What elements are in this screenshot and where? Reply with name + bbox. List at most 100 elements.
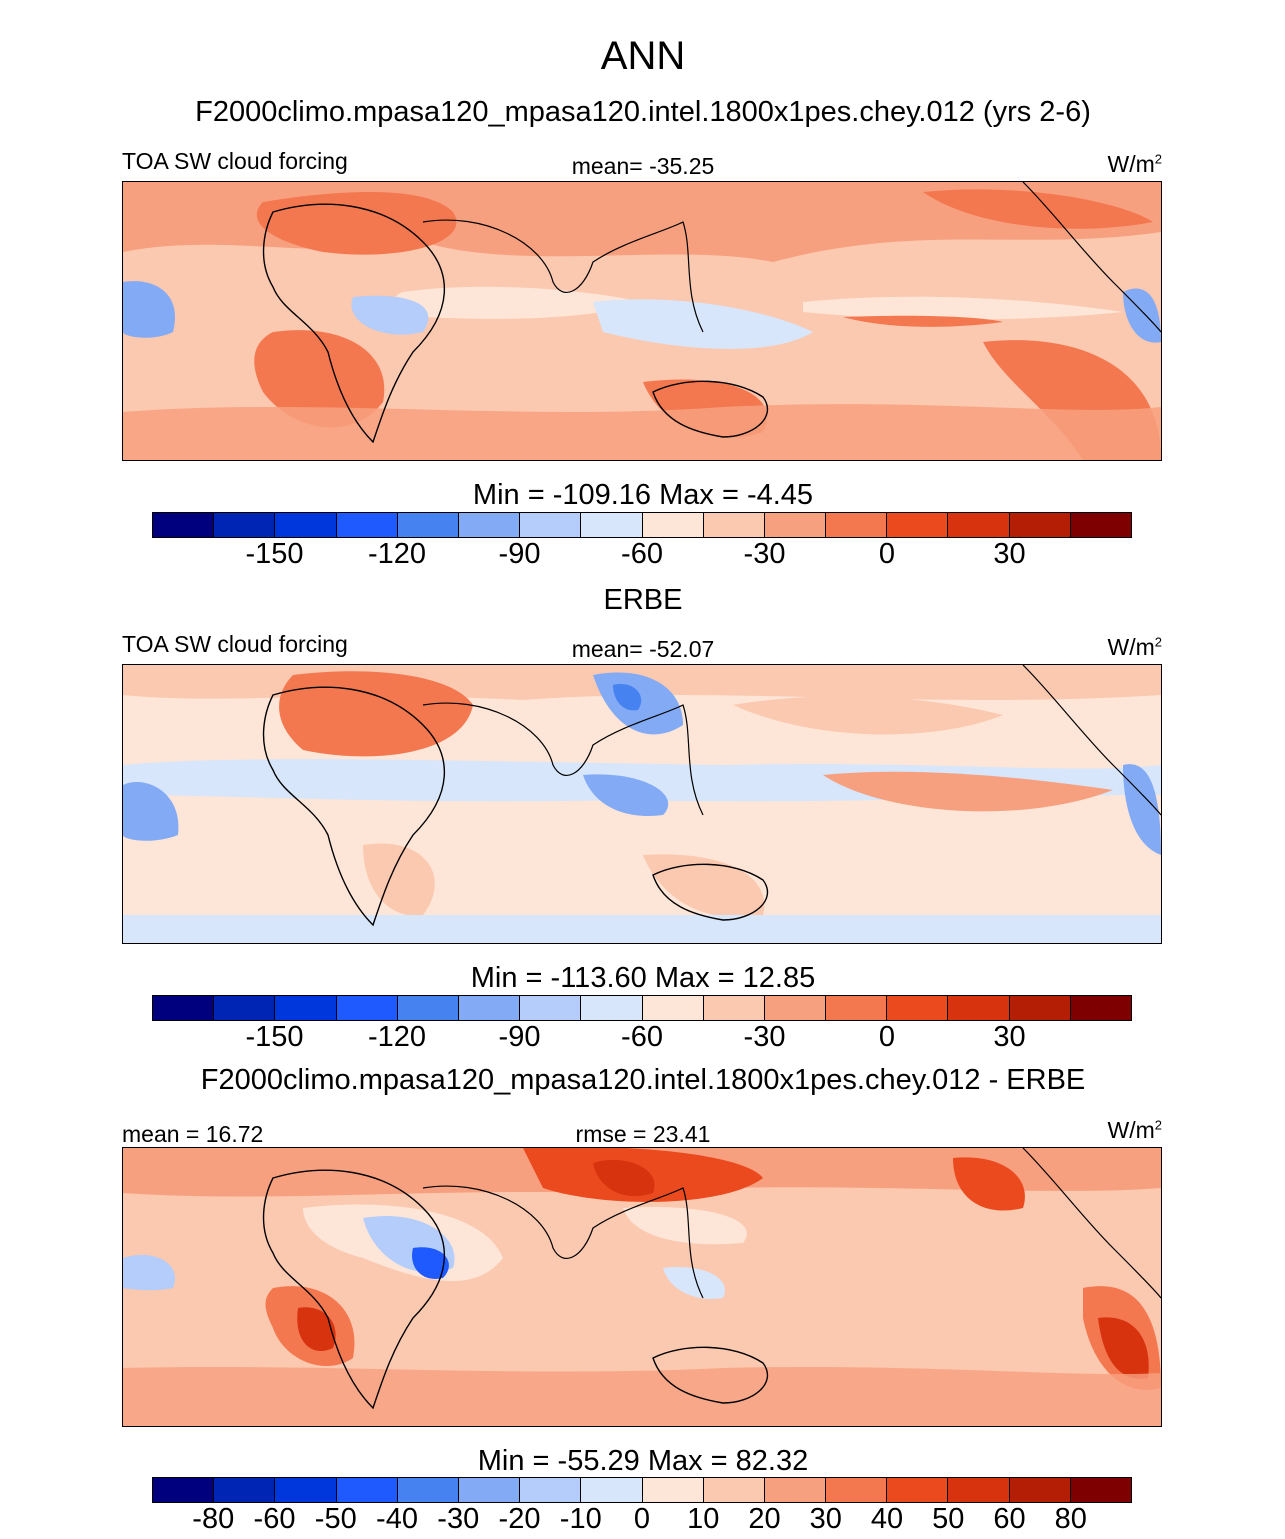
region [279,671,473,757]
obs-map-svg [123,665,1161,943]
colorbar-tick-label: 30 [993,1021,1026,1053]
continent-outline [422,219,704,333]
colorbar-segment [336,513,398,537]
panel3-rmse: rmse = 23.41 [575,1121,711,1147]
colorbar-tick-label: 0 [633,1503,651,1535]
colorbar-tick-label: 40 [870,1503,904,1535]
region [593,1159,655,1197]
region [412,1247,449,1279]
colorbar-tick-label: -120 [367,538,427,570]
region [583,774,669,816]
colorbar-segment [703,513,765,537]
region [953,1157,1025,1211]
continent-outline [1022,1148,1161,1299]
panel3-colorbar [152,1477,1132,1503]
continent-outline [262,203,445,444]
colorbar-tick-label: 0 [878,1021,896,1053]
colorbar-tick-label: -20 [498,1503,541,1535]
panel2-minmax: Min = -113.60 Max = 12.85 [470,962,816,994]
colorbar-tick-label: -30 [743,1021,786,1053]
region [254,330,385,428]
region [593,299,813,349]
colorbar-segment [764,996,827,1020]
colorbar-tick-label: 0 [878,538,896,570]
diff-panel-title: F2000climo.mpasa120_mpasa120.intel.1800x… [200,1064,1086,1096]
continent-outline [1022,665,1161,816]
colorbar-segment [826,1478,888,1502]
colorbar-tick-label: 20 [748,1503,781,1535]
colorbar-segment [458,996,521,1020]
region [923,189,1153,229]
colorbar-segment [581,996,643,1020]
model-map [122,181,1162,461]
colorbar-tick-label: 30 [993,538,1026,570]
colorbar-segment [703,1478,765,1502]
colorbar-tick-label: -40 [376,1503,418,1535]
colorbar-segment [1070,513,1131,537]
colorbar-segment [948,996,1010,1020]
panel3-mean: mean = 16.72 [122,1121,264,1147]
colorbar-segment [397,996,459,1020]
continent-outline [652,863,769,921]
region [123,915,1161,943]
colorbar-segment [826,996,888,1020]
panel2-units: W/m2 [1107,634,1163,660]
colorbar-segment [1009,996,1071,1020]
region [1123,764,1161,855]
colorbar-segment [581,1478,643,1502]
colorbar-segment [520,996,582,1020]
panel1-mean: mean= -35.25 [571,153,715,179]
region [256,192,457,255]
region [803,296,1123,320]
region [843,315,1003,327]
colorbar-tick-label: -120 [367,1021,427,1053]
region [363,843,435,916]
region [613,684,642,711]
colorbar-segment [397,513,459,537]
colorbar-segment [336,996,398,1020]
continent-outline [262,1169,445,1410]
colorbar-segment [1009,1478,1071,1502]
colorbar-tick-label: 10 [687,1503,720,1535]
panel1-colorbar [152,512,1132,538]
region [297,1307,336,1352]
colorbar-segment [520,1478,582,1502]
continent-outline [262,686,445,927]
colorbar-segment [153,513,215,537]
colorbar-segment [275,996,337,1020]
region [643,854,765,918]
region [663,1267,725,1299]
continent-outline [422,1185,704,1299]
panel1-units: W/m2 [1107,151,1163,177]
obs-panel-title: ERBE [603,584,683,616]
region [123,404,1161,460]
colorbar-tick-label: -60 [621,1021,663,1053]
region [351,295,429,335]
colorbar-segment [153,996,215,1020]
colorbar-segment [153,1478,215,1502]
panel2-mean: mean= -52.07 [571,636,715,662]
colorbar-segment [887,1478,949,1502]
region [123,1366,1161,1426]
colorbar-segment [397,1478,459,1502]
colorbar-segment [581,513,643,537]
colorbar-segment [642,996,704,1020]
region [394,286,643,319]
panel2-colorbar [152,995,1132,1021]
colorbar-tick-label: -30 [437,1503,480,1535]
colorbar-segment [520,513,582,537]
colorbar-segment [214,513,276,537]
colorbar-segment [275,513,337,537]
colorbar-tick-label: 30 [809,1503,842,1535]
continent-outline [652,380,769,438]
colorbar-segment [948,513,1010,537]
panel3-minmax: Min = -55.29 Max = 82.32 [477,1445,809,1477]
panel1-variable: TOA SW cloud forcing [122,148,348,174]
difference-map [122,1147,1162,1427]
colorbar-segment [214,996,276,1020]
region [733,696,1003,735]
colorbar-tick-label: -150 [245,538,304,570]
colorbar-segment [1009,513,1071,537]
difference-map-svg [123,1148,1161,1426]
region [123,281,175,338]
